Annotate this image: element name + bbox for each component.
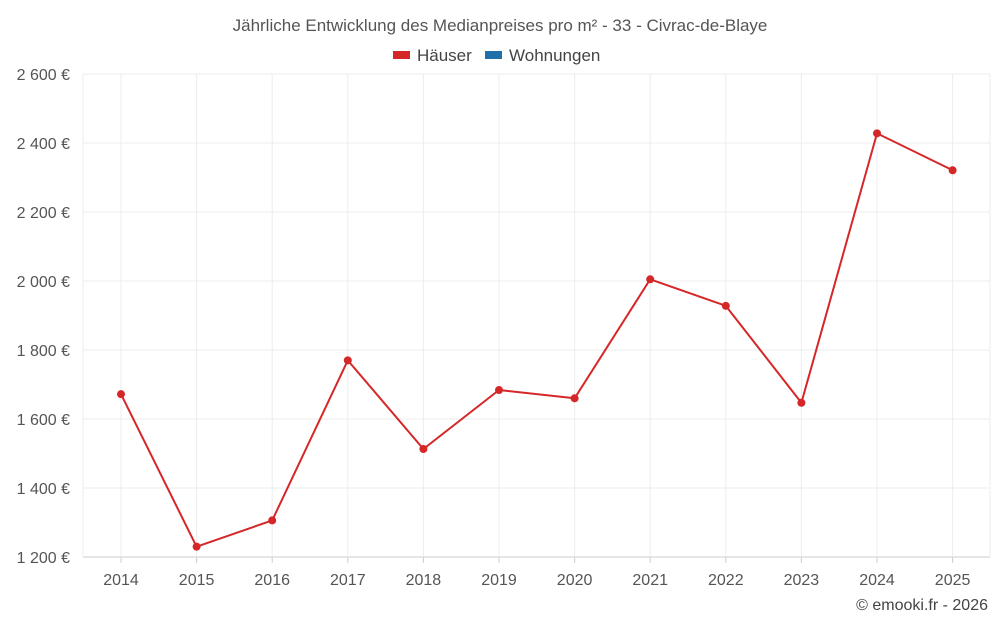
- x-tick-label: 2022: [708, 572, 744, 589]
- x-tick-label: 2025: [935, 572, 971, 589]
- data-point-haeuser[interactable]: [192, 542, 201, 551]
- data-point-haeuser[interactable]: [419, 445, 428, 454]
- data-point-haeuser[interactable]: [343, 356, 352, 365]
- series-haeuser: [117, 129, 957, 551]
- y-tick-label: 2 400 €: [17, 136, 70, 153]
- x-tick-label: 2021: [632, 572, 668, 589]
- legend-swatch-wohnungen: [485, 51, 502, 59]
- data-point-haeuser[interactable]: [797, 398, 806, 407]
- x-tick-label: 2017: [330, 572, 366, 589]
- legend-label-wohnungen[interactable]: Wohnungen: [509, 46, 600, 65]
- y-tick-label: 1 200 €: [17, 550, 70, 567]
- y-tick-label: 1 400 €: [17, 481, 70, 498]
- y-tick-label: 2 000 €: [17, 274, 70, 291]
- x-tick-label: 2015: [179, 572, 215, 589]
- data-point-haeuser[interactable]: [721, 301, 730, 310]
- legend: Häuser Wohnungen: [393, 46, 600, 65]
- data-point-haeuser[interactable]: [117, 390, 125, 399]
- grid: [82, 73, 991, 558]
- y-tick-label: 2 200 €: [17, 205, 70, 222]
- legend-swatch-haeuser: [393, 51, 410, 59]
- credit: © emooki.fr - 2026: [856, 597, 988, 614]
- x-axis: 2014 2015 2016 2017 2018 2019 2020 2021 2022 2023…: [103, 557, 970, 589]
- x-tick-label: 2023: [784, 572, 820, 589]
- x-tick-label: 2018: [406, 572, 442, 589]
- legend-label-haeuser[interactable]: Häuser: [417, 46, 472, 65]
- x-tick-label: 2024: [859, 572, 895, 589]
- chart-title: Jährliche Entwicklung des Medianpreises …: [233, 16, 768, 35]
- series-line-haeuser: [120, 132, 954, 548]
- data-point-haeuser[interactable]: [873, 129, 881, 138]
- x-tick-label: 2016: [254, 572, 290, 589]
- x-tick-label: 2014: [103, 572, 139, 589]
- data-point-haeuser[interactable]: [268, 516, 277, 525]
- data-point-haeuser[interactable]: [570, 394, 579, 403]
- data-point-haeuser[interactable]: [646, 275, 655, 284]
- data-point-haeuser[interactable]: [948, 166, 957, 175]
- y-axis: 1 200 € 1 400 € 1 600 € 1 800 € 2 000 € 2 200…: [17, 67, 70, 567]
- y-tick-label: 1 600 €: [17, 412, 70, 429]
- data-point-haeuser[interactable]: [495, 386, 503, 395]
- y-tick-label: 2 600 €: [17, 67, 70, 84]
- x-tick-label: 2020: [557, 572, 593, 589]
- y-tick-label: 1 800 €: [17, 343, 70, 360]
- x-tick-label: 2019: [481, 572, 517, 589]
